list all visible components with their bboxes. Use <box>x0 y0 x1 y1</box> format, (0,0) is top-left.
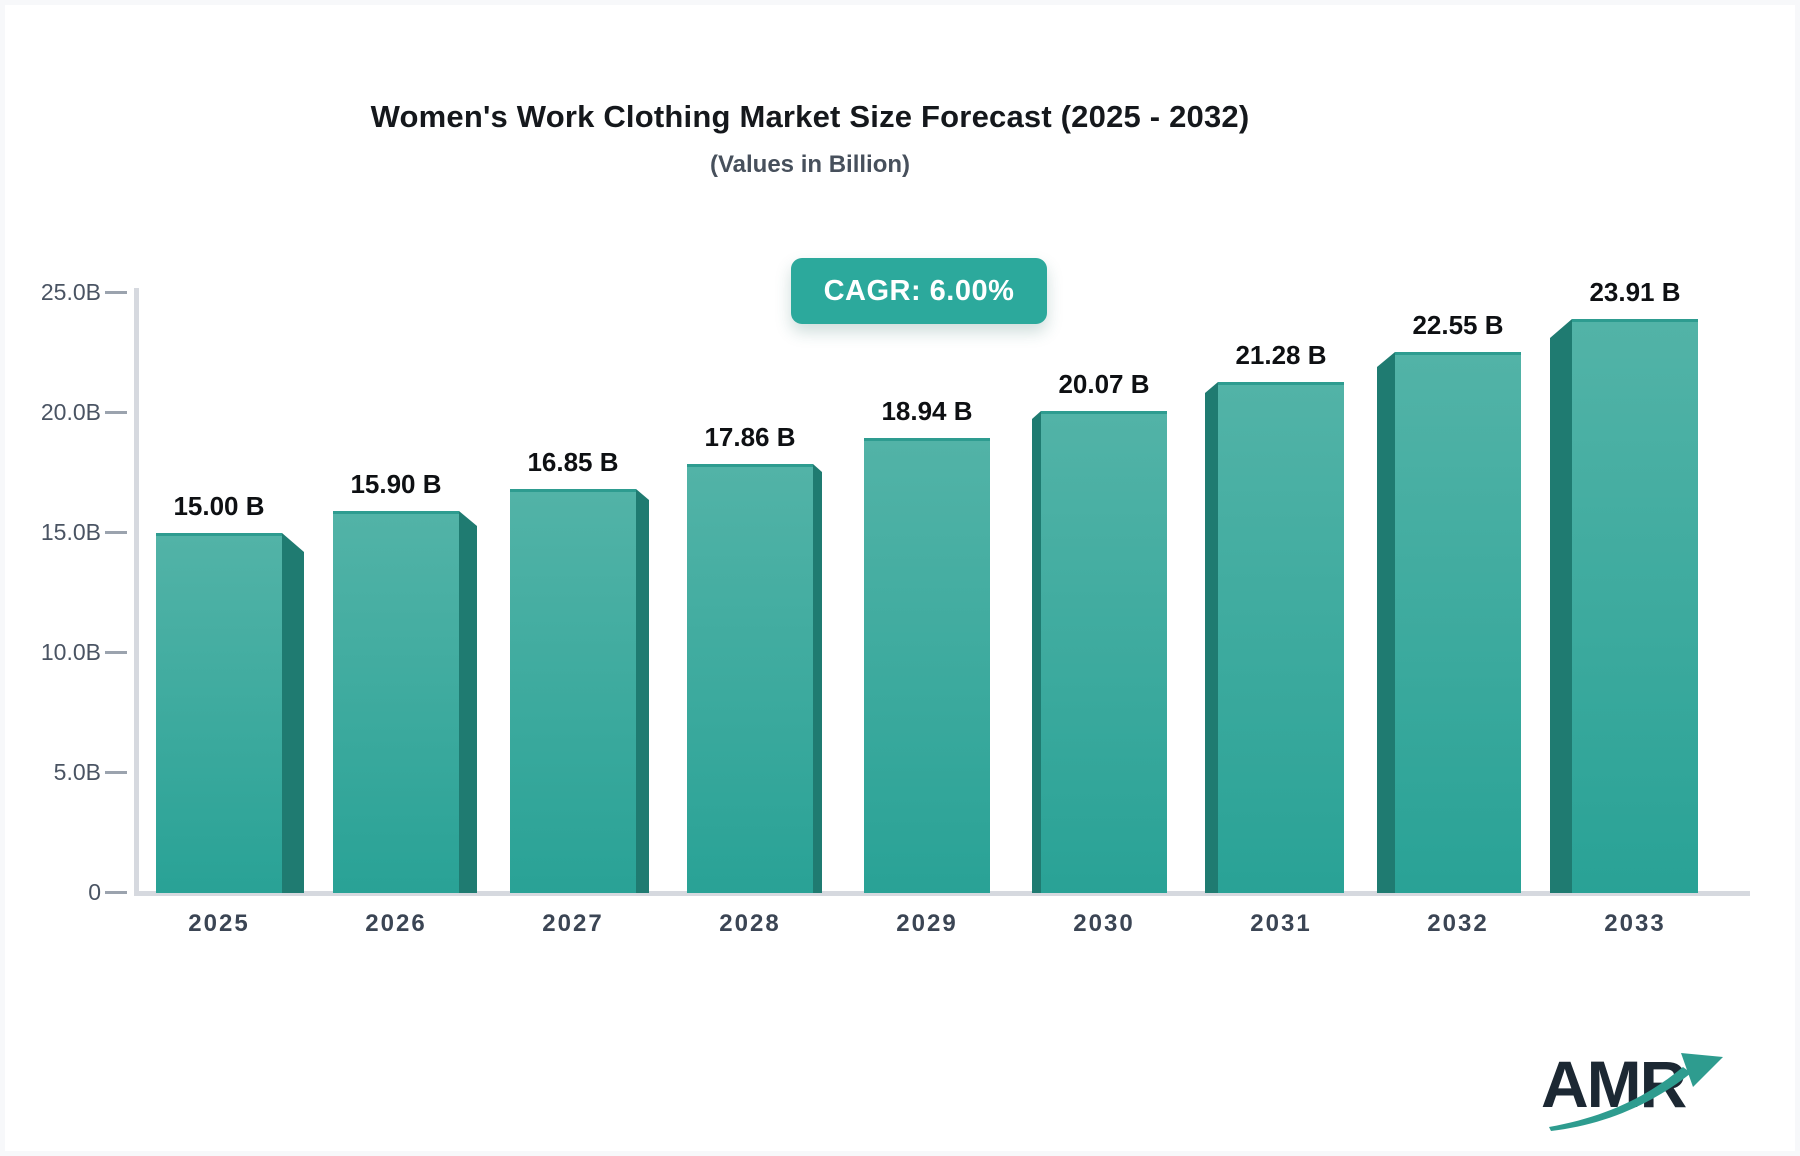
bar-side-2028 <box>813 464 822 893</box>
y-axis-tick <box>105 531 127 534</box>
bar-front-2026 <box>333 511 459 893</box>
bar-side-2030 <box>1032 411 1041 893</box>
bar-front-2032 <box>1395 352 1521 893</box>
amr-logo-arrowhead-icon <box>1681 1053 1723 1087</box>
cagr-badge-label: CAGR: 6.00% <box>823 274 1015 307</box>
x-axis-label-2027: 2027 <box>542 910 604 937</box>
y-axis-tick-label: 25.0B <box>40 279 101 305</box>
y-axis-tick <box>105 291 127 294</box>
bar-value-label-2025: 15.00 B <box>173 491 265 521</box>
y-axis-tick-label: 10.0B <box>40 639 101 665</box>
bar-value-label-2026: 15.90 B <box>350 469 442 499</box>
bar-value-label-2029: 18.94 B <box>881 396 973 426</box>
bar-front-2027 <box>510 489 636 893</box>
bar-front-2025 <box>156 533 282 893</box>
bar-value-label-2028: 17.86 B <box>704 422 796 452</box>
chart-card: Women's Work Clothing Market Size Foreca… <box>5 5 1795 1151</box>
bar-value-label-2033: 23.91 B <box>1589 277 1681 307</box>
bar-value-label-2032: 22.55 B <box>1412 310 1504 340</box>
y-axis-line <box>134 288 139 896</box>
x-axis-label-2033: 2033 <box>1604 910 1666 937</box>
bar-front-2033 <box>1572 319 1698 893</box>
bar-front-2028 <box>687 464 813 893</box>
bar-front-2029 <box>864 438 990 893</box>
chart-title: Women's Work Clothing Market Size Foreca… <box>370 99 1250 134</box>
amr-logo: AMR <box>1541 1047 1723 1131</box>
bar-front-2030 <box>1041 411 1167 893</box>
bar-value-label-2031: 21.28 B <box>1235 340 1327 370</box>
y-axis-tick <box>105 411 127 414</box>
bar-side-2031 <box>1205 382 1218 893</box>
y-axis-tick-label: 15.0B <box>40 519 101 545</box>
x-axis-label-2031: 2031 <box>1250 910 1312 937</box>
x-axis-label-2025: 2025 <box>188 910 250 937</box>
bar-value-label-2027: 16.85 B <box>527 447 619 477</box>
y-axis-tick <box>105 771 127 774</box>
x-axis-line <box>134 891 1750 896</box>
bar-side-2026 <box>459 511 477 893</box>
y-axis-tick-label: 20.0B <box>40 399 101 425</box>
chart-subtitle: (Values in Billion) <box>709 151 911 178</box>
bar-side-2033 <box>1550 319 1572 893</box>
x-axis-label-2026: 2026 <box>365 910 427 937</box>
bar-value-label-2030: 20.07 B <box>1058 369 1150 399</box>
bar-side-2025 <box>282 533 304 893</box>
y-axis-tick <box>105 651 127 654</box>
bar-side-2032 <box>1377 352 1395 893</box>
bar-side-2027 <box>636 489 649 893</box>
amr-logo-arrow-icon <box>1549 1067 1691 1131</box>
y-axis-tick-label: 0 <box>88 879 101 905</box>
x-axis-label-2029: 2029 <box>896 910 958 937</box>
x-axis-label-2030: 2030 <box>1073 910 1135 937</box>
bar-front-2031 <box>1218 382 1344 893</box>
y-axis-tick-label: 5.0B <box>53 759 101 785</box>
x-axis-label-2028: 2028 <box>719 910 781 937</box>
x-axis-label-2032: 2032 <box>1427 910 1489 937</box>
y-axis-tick <box>105 891 127 894</box>
cagr-badge: CAGR: 6.00% <box>791 258 1047 324</box>
